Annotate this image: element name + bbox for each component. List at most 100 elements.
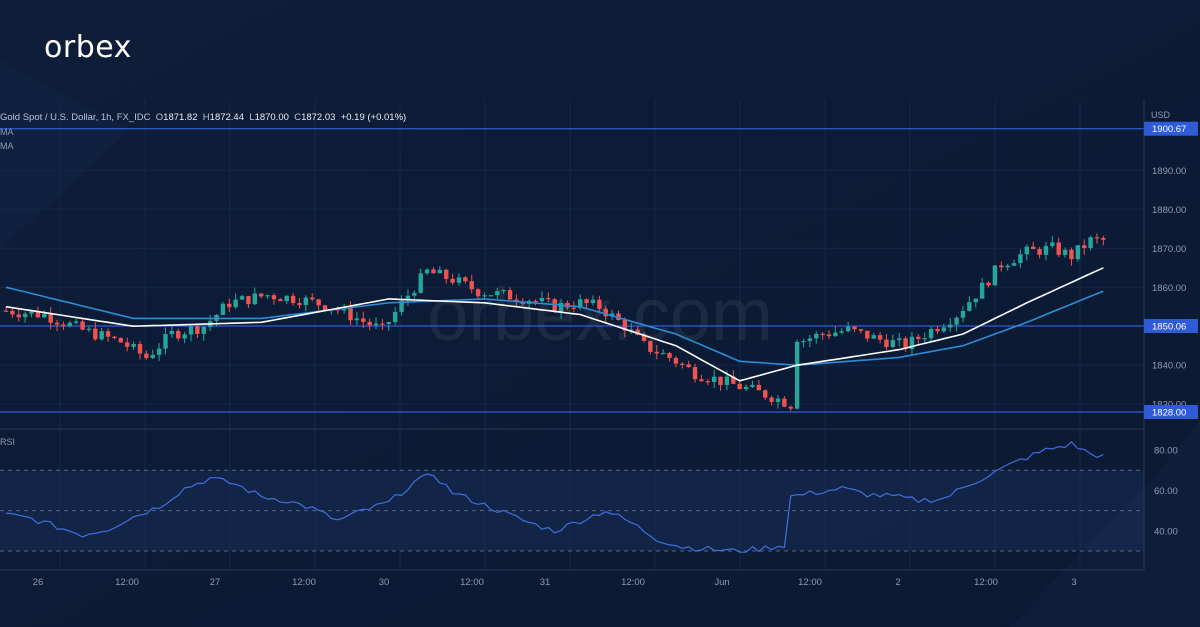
candle-body (782, 398, 787, 407)
candle-body (590, 299, 596, 304)
candle-body (845, 326, 851, 332)
candle-body (182, 334, 187, 339)
candle-body (979, 282, 985, 299)
candle-body (1075, 245, 1081, 260)
candle-body (54, 322, 60, 325)
candle-body (852, 326, 857, 330)
candle-body (724, 376, 730, 385)
candle-body (488, 295, 494, 297)
candle-body (686, 364, 691, 368)
logo-text: orbex (44, 30, 132, 65)
ma1-label: MA (0, 127, 14, 137)
watermark: orbex.com (427, 273, 772, 356)
level-tags: 1900.67 1850.06 1828.00 (1144, 121, 1198, 419)
candle-body (884, 339, 889, 348)
candle-body (603, 308, 608, 317)
time-tick: 12:00 (621, 577, 645, 588)
rsi-label: RSI (0, 437, 16, 447)
candle-body (501, 290, 506, 292)
candle-body (418, 273, 423, 293)
candle-body (361, 318, 366, 322)
candle-body (597, 299, 602, 309)
rsi-line (5, 441, 1104, 553)
candle-body (246, 296, 251, 305)
candle-body (176, 330, 181, 339)
candle-body (948, 324, 953, 328)
candle-body (118, 337, 124, 343)
candle-body (897, 338, 902, 341)
high-label: H (202, 112, 210, 123)
level-tag (1144, 121, 1198, 136)
candle-body (1094, 237, 1100, 239)
candle-body (392, 311, 398, 323)
candle-body (1088, 237, 1093, 248)
candle-body (48, 313, 53, 323)
candle-body (93, 328, 98, 340)
candle-body (233, 299, 238, 308)
candle-body (673, 357, 679, 364)
candle-body (922, 338, 927, 340)
time-tick: 27 (210, 577, 221, 588)
candle-body (3, 310, 9, 312)
low-label: L (249, 112, 255, 123)
candlesticks (3, 233, 1106, 411)
candle-body (1018, 254, 1023, 264)
low-value: 1870.00 (254, 112, 289, 123)
candle-body (412, 292, 417, 296)
time-tick: 26 (33, 577, 44, 588)
price-tick: 1890.00 (1152, 166, 1186, 177)
candle-body (711, 376, 717, 383)
candle-body (871, 335, 876, 339)
currency-label: USD (1151, 110, 1171, 120)
candle-body (731, 376, 736, 384)
time-tick: Jun (714, 577, 729, 588)
candle-body (61, 324, 66, 327)
candle-body (546, 298, 551, 300)
candle-body (833, 332, 838, 337)
candle-body (35, 311, 41, 318)
candle-body (386, 322, 391, 325)
candle-body (1056, 242, 1061, 255)
level-tag-label: 1850.06 (1152, 322, 1186, 333)
candle-body (437, 269, 443, 274)
candle-body (539, 298, 545, 301)
level-tag (1144, 404, 1198, 419)
level-tag-label: 1900.67 (1152, 124, 1186, 135)
candle-body (297, 303, 302, 306)
price-tick: 1840.00 (1152, 361, 1186, 372)
candle-body (1005, 265, 1010, 268)
candle-body (475, 289, 481, 297)
candle-body (354, 318, 360, 321)
candle-body (743, 386, 749, 390)
candle-body (86, 328, 92, 330)
candle-body (310, 297, 315, 300)
candle-body (1037, 249, 1042, 255)
candle-body (941, 327, 947, 332)
candle-body (718, 376, 723, 385)
candle-body (648, 340, 653, 352)
candle-body (814, 333, 819, 339)
candle-body (801, 340, 806, 343)
candle-body (807, 338, 813, 341)
close-label: C (294, 112, 302, 123)
candle-body (533, 300, 538, 303)
candle-body (163, 334, 168, 349)
candle-body (916, 336, 921, 339)
time-tick: 12:00 (798, 577, 822, 588)
candle-body (692, 367, 698, 380)
candle-body (201, 326, 206, 334)
candle-body (660, 353, 666, 355)
candle-body (558, 302, 564, 312)
candle-body (756, 384, 762, 391)
candle-body (737, 383, 742, 390)
candle-body (820, 333, 825, 336)
candle-body (195, 326, 200, 334)
candle-body (1050, 242, 1055, 247)
candle-body (992, 265, 998, 286)
decor-shape-right (1010, 420, 1200, 627)
candle-body (858, 329, 864, 331)
candle-body (399, 300, 404, 312)
time-tick: 3 (1071, 577, 1076, 588)
candle-body (865, 330, 870, 339)
candle-body (839, 331, 844, 333)
